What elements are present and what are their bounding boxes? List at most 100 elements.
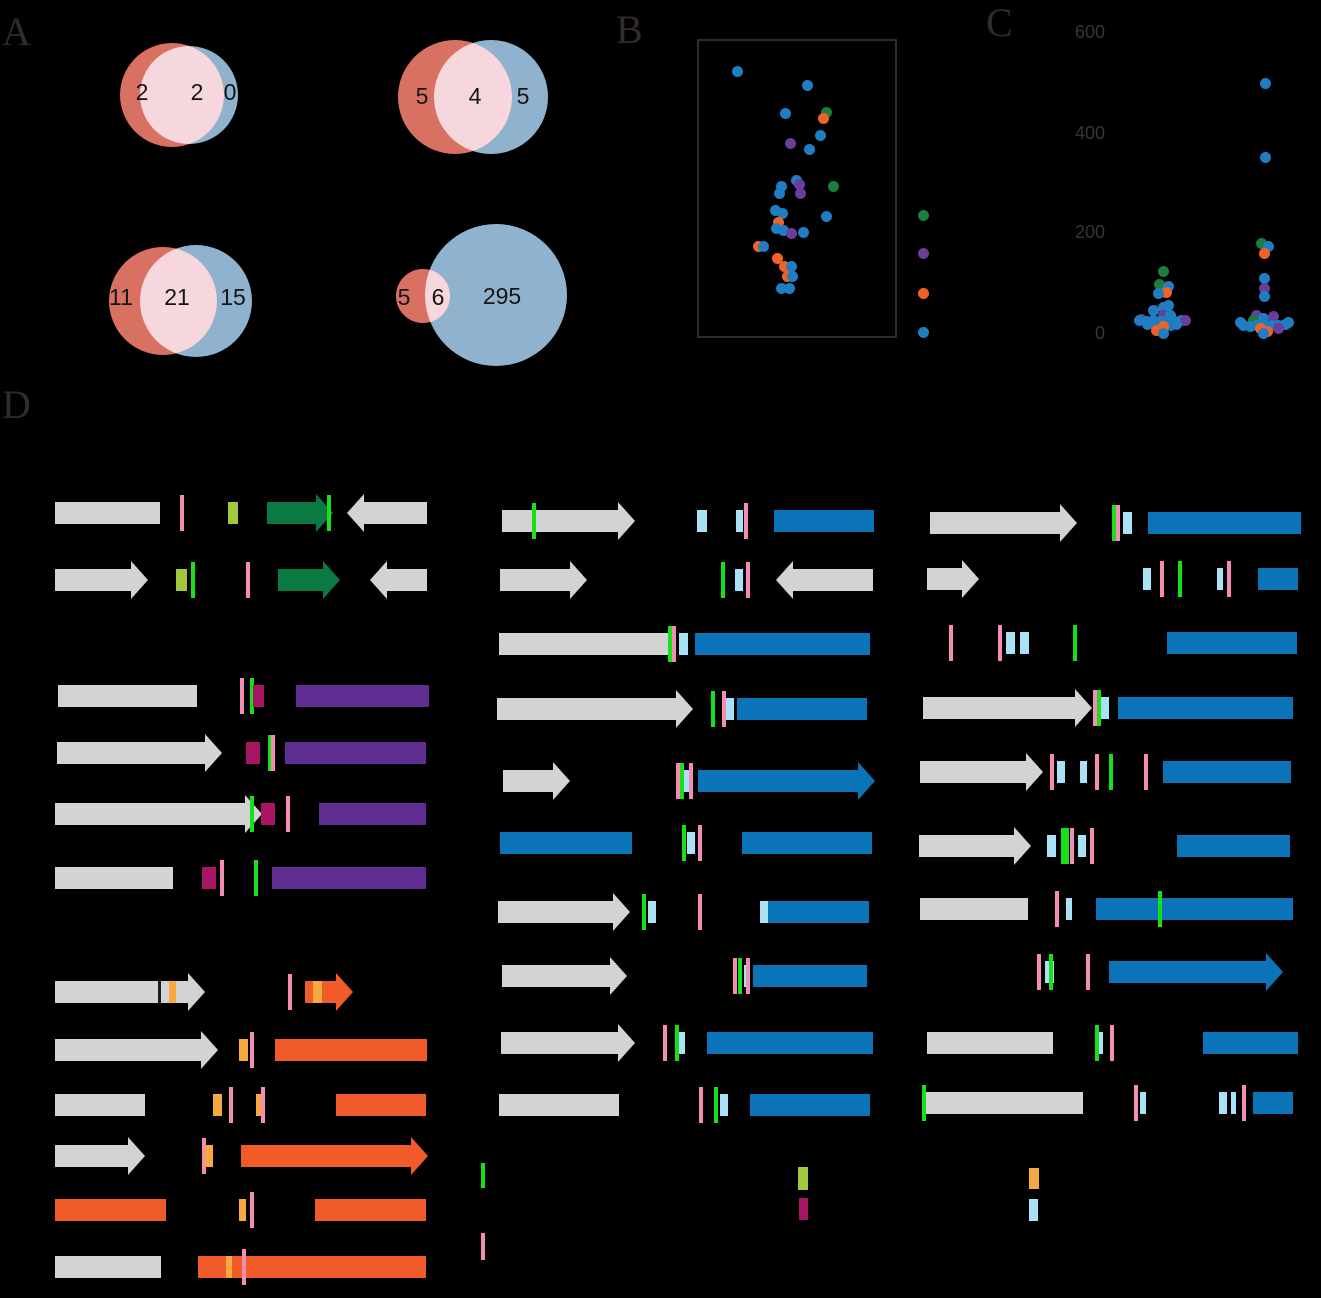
gene-block — [239, 1039, 248, 1061]
gene-arrow — [502, 957, 627, 995]
gene-block — [679, 1032, 685, 1054]
gene-arrow — [55, 1137, 145, 1175]
strip-point — [1160, 287, 1172, 299]
scatter-point — [803, 143, 815, 155]
strip-point — [1267, 311, 1279, 323]
gene-arrow — [927, 560, 979, 598]
y-axis-tick-label: 400 — [1074, 123, 1105, 143]
strip-point — [1258, 247, 1270, 259]
y-axis-tick-label: 200 — [1074, 222, 1105, 242]
venn-count: 6 — [432, 284, 445, 310]
legend-tick — [481, 1233, 485, 1260]
site-tick — [202, 1138, 206, 1174]
venn-count: 4 — [469, 83, 482, 109]
scatter-point — [771, 252, 783, 264]
gene-block — [1020, 632, 1029, 654]
gene-bar — [707, 1032, 873, 1054]
strip-point — [1257, 327, 1269, 339]
gene-arrow — [498, 893, 630, 931]
panel-b-label: B — [616, 7, 643, 52]
gene-bar — [275, 1039, 427, 1061]
site-tick — [1090, 828, 1094, 864]
strip-point — [1262, 240, 1274, 252]
strip-point — [1162, 281, 1174, 293]
gene-bar — [319, 803, 426, 825]
venn-count: 5 — [398, 284, 411, 310]
scatter-point — [786, 270, 798, 282]
site-tick — [738, 958, 742, 994]
gene-block — [1231, 1092, 1236, 1114]
site-tick — [1109, 754, 1113, 790]
gene-block — [313, 981, 322, 1003]
gene-arrow — [55, 1031, 218, 1069]
gene-bar — [1096, 898, 1293, 920]
strip-point — [1153, 279, 1165, 291]
gene-arrow — [55, 973, 205, 1011]
y-axis-tick-label: 0 — [1094, 323, 1105, 343]
site-tick — [1061, 828, 1065, 864]
site-tick — [1144, 754, 1148, 790]
gene-arrow — [923, 689, 1092, 727]
gene-bar — [1253, 1092, 1293, 1114]
site-tick — [1037, 954, 1041, 990]
gene-bar — [55, 867, 173, 889]
gene-bar — [272, 867, 426, 889]
venn-count: 295 — [483, 283, 521, 309]
scatter-point — [793, 178, 805, 190]
gene-arrow — [370, 561, 427, 599]
venn-diagram: 11 21 15 — [109, 245, 252, 357]
strip-point — [1255, 237, 1267, 249]
gene-bar — [1258, 568, 1298, 590]
site-tick — [246, 562, 250, 598]
gene-arrow — [698, 762, 875, 800]
gene-bar — [499, 1094, 619, 1116]
gene-arrow — [57, 734, 222, 772]
gene-block — [261, 803, 275, 825]
site-tick — [1065, 828, 1069, 864]
gene-bar — [1203, 1032, 1298, 1054]
site-tick — [746, 562, 750, 598]
gene-arrow — [919, 827, 1031, 865]
venn-count: 5 — [517, 83, 530, 109]
venn-count: 5 — [416, 83, 429, 109]
gene-block — [1078, 835, 1086, 857]
site-tick — [698, 894, 702, 930]
site-tick — [229, 1087, 233, 1123]
site-tick — [1070, 828, 1074, 864]
legend-swatch — [1029, 1199, 1038, 1221]
venn-svg: 2 2 0 5 4 511 21 15 5 6 295 — [109, 40, 567, 366]
scatter-point — [801, 79, 813, 91]
gene-block — [1123, 512, 1132, 534]
scatter-point — [820, 106, 832, 118]
gene-bar — [695, 633, 870, 655]
panel-a-label: A — [2, 9, 31, 54]
gene-bar — [927, 1032, 1053, 1054]
strip-point — [1157, 266, 1169, 278]
site-tick — [250, 796, 254, 832]
legend-swatch — [799, 1198, 808, 1220]
scatter-point — [772, 216, 784, 228]
site-tick — [254, 860, 258, 896]
site-tick — [668, 626, 672, 662]
gene-bar — [774, 510, 874, 532]
strip-point — [1257, 313, 1269, 325]
scatter-point — [827, 180, 839, 192]
gene-block — [253, 685, 264, 707]
site-tick — [689, 763, 693, 799]
site-tick — [1093, 690, 1097, 726]
gene-block — [1217, 568, 1223, 590]
venn-overlap — [425, 269, 450, 323]
gene-block — [158, 981, 161, 1003]
gene-arrow — [503, 762, 570, 800]
gene-bar — [55, 1256, 161, 1278]
site-tick — [288, 974, 292, 1010]
site-tick — [675, 1025, 679, 1061]
site-tick — [250, 1032, 254, 1068]
strip-point — [1272, 323, 1284, 335]
venn-count: 21 — [164, 284, 190, 310]
site-tick — [1095, 1025, 1099, 1061]
gene-block — [176, 569, 187, 591]
venn-count: 2 — [136, 79, 149, 105]
